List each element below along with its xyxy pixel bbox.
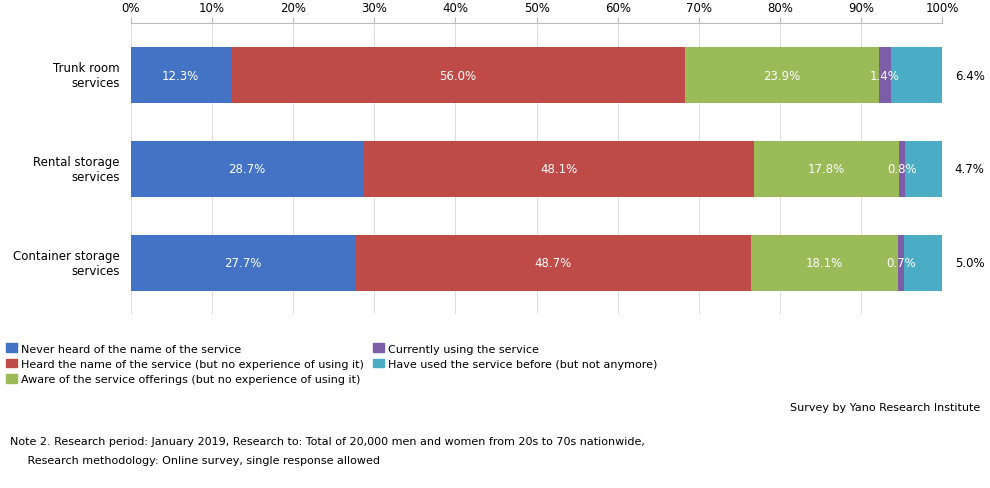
Legend: Never heard of the name of the service, Heard the name of the service (but no ex: Never heard of the name of the service, … xyxy=(6,344,657,384)
Text: 0.8%: 0.8% xyxy=(887,163,917,176)
Text: 48.7%: 48.7% xyxy=(535,257,572,270)
Bar xyxy=(131,142,363,198)
Text: Note 2. Research period: January 2019, Research to: Total of 20,000 men and wome: Note 2. Research period: January 2019, R… xyxy=(10,437,644,447)
Text: 0.7%: 0.7% xyxy=(886,257,916,270)
Text: 12.3%: 12.3% xyxy=(162,69,199,82)
Bar xyxy=(363,142,754,198)
Bar xyxy=(231,48,685,104)
Text: 6.4%: 6.4% xyxy=(954,69,984,82)
Text: Research methodology: Online survey, single response allowed: Research methodology: Online survey, sin… xyxy=(10,455,380,465)
Bar xyxy=(879,48,891,104)
Text: 4.7%: 4.7% xyxy=(954,163,984,176)
Bar xyxy=(904,235,944,291)
Text: 5.0%: 5.0% xyxy=(954,257,984,270)
Bar xyxy=(131,235,355,291)
Bar xyxy=(754,142,899,198)
Text: 23.9%: 23.9% xyxy=(763,69,801,82)
Bar xyxy=(905,142,943,198)
Bar xyxy=(898,235,904,291)
Text: 18.1%: 18.1% xyxy=(806,257,843,270)
Text: 1.4%: 1.4% xyxy=(870,69,900,82)
Bar xyxy=(899,142,905,198)
Bar xyxy=(891,48,942,104)
Text: 28.7%: 28.7% xyxy=(229,163,265,176)
Bar xyxy=(750,235,898,291)
Bar xyxy=(355,235,750,291)
Text: 27.7%: 27.7% xyxy=(225,257,261,270)
Bar xyxy=(685,48,879,104)
Text: 17.8%: 17.8% xyxy=(808,163,845,176)
Text: 48.1%: 48.1% xyxy=(541,163,577,176)
Text: 56.0%: 56.0% xyxy=(440,69,476,82)
Text: Survey by Yano Research Institute: Survey by Yano Research Institute xyxy=(790,403,980,412)
Bar xyxy=(131,48,231,104)
